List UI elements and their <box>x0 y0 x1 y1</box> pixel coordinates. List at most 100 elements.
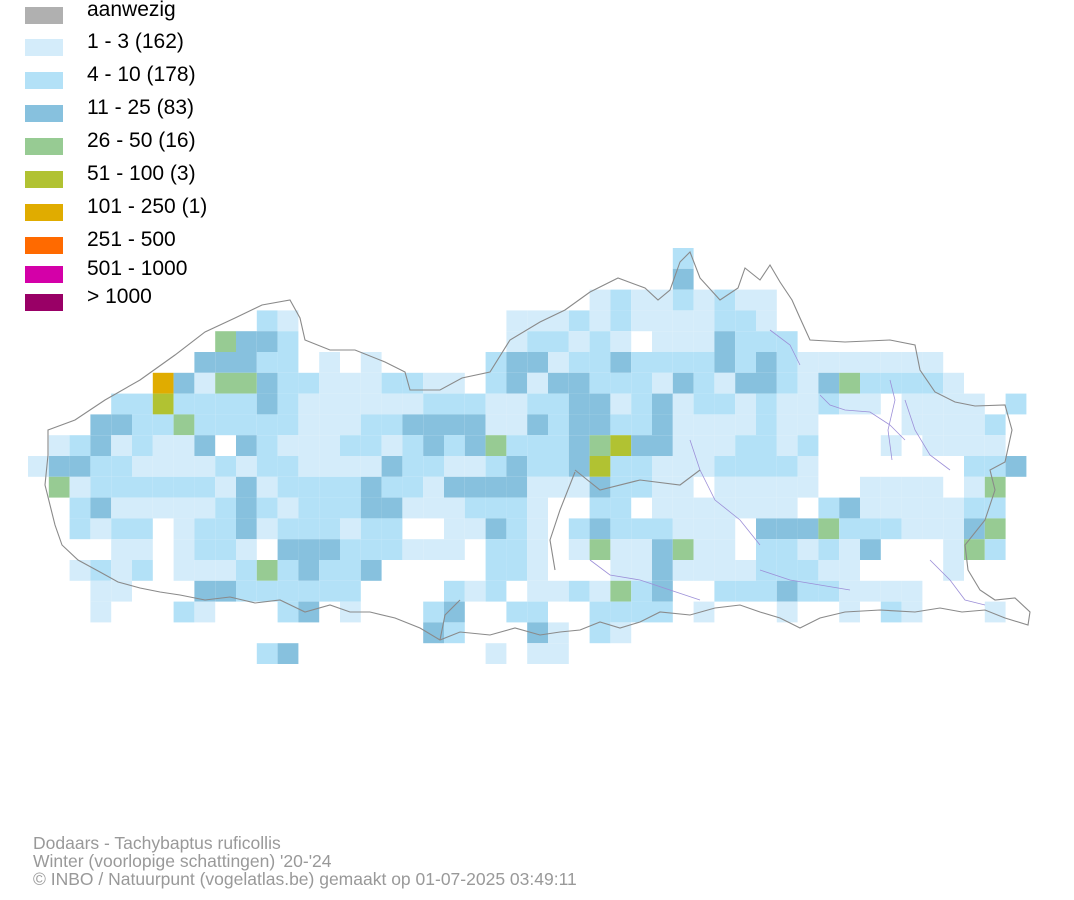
grid-cell <box>652 435 673 456</box>
grid-cell <box>69 518 91 540</box>
grid-cell <box>735 456 756 477</box>
grid-cell <box>173 601 195 623</box>
grid-cell <box>776 331 798 352</box>
grid-cell <box>256 393 278 415</box>
flanders-border <box>44 251 1031 641</box>
grid-cell <box>735 435 756 456</box>
grid-cell <box>527 414 548 436</box>
grid-cell <box>111 580 132 602</box>
legend-label: 101 - 250 (1) <box>87 195 208 218</box>
grid-cell <box>485 393 507 415</box>
grid-cell <box>215 580 236 602</box>
grid-cell <box>236 518 257 540</box>
grid-cell <box>194 539 216 560</box>
grid-cell <box>610 497 632 519</box>
grid-cell <box>277 435 299 456</box>
grid-cell <box>797 518 819 540</box>
grid-cell <box>610 435 632 456</box>
grid-cell <box>444 393 465 415</box>
grid-cell <box>152 497 174 519</box>
grid-cell <box>360 456 382 477</box>
grid-cell <box>943 518 964 540</box>
grid-cell <box>964 476 985 498</box>
grid-cell <box>48 476 70 498</box>
grid-cell <box>693 456 715 477</box>
grid-cell <box>173 372 195 394</box>
grid-cell <box>652 476 673 498</box>
grid-cell <box>194 518 216 540</box>
grid-cell <box>818 580 840 602</box>
grid-cell <box>527 601 548 623</box>
grid-cell <box>236 560 257 581</box>
grid-cell <box>319 497 340 519</box>
grid-cell <box>423 372 444 394</box>
grid-cell <box>631 393 652 415</box>
grid-cell <box>589 372 611 394</box>
grid-cell <box>589 289 611 311</box>
grid-cell <box>90 456 112 477</box>
legend-label: 1 - 3 (162) <box>87 30 184 53</box>
grid-cell <box>860 497 881 519</box>
legend-swatch <box>25 138 63 155</box>
grid-cell <box>693 497 715 519</box>
grid-cell <box>340 476 361 498</box>
legend-item: > 1000 <box>25 286 265 312</box>
grid-cell <box>298 393 320 415</box>
grid-cell <box>173 414 195 436</box>
grid-cell <box>173 518 195 540</box>
grid-cell <box>298 601 320 623</box>
grid-cell <box>714 372 736 394</box>
grid-cell <box>256 560 278 581</box>
grid-cell <box>90 580 112 602</box>
grid-cell <box>672 268 694 290</box>
grid-cell <box>173 497 195 519</box>
grid-cell <box>298 372 320 394</box>
grid-cell <box>568 414 590 436</box>
grid-cell <box>298 456 320 477</box>
grid-cell <box>672 352 694 373</box>
grid-cell <box>360 393 382 415</box>
grid-cell <box>610 518 632 540</box>
grid-cell <box>672 518 694 540</box>
grid-cell <box>444 372 465 394</box>
grid-cell <box>360 372 382 394</box>
grid-cell <box>589 456 611 477</box>
grid-cell <box>589 601 611 623</box>
grid-cell <box>90 601 112 623</box>
grid-cell <box>756 456 777 477</box>
legend-swatch <box>25 105 63 122</box>
grid-cell <box>423 435 444 456</box>
grid-cell <box>298 518 320 540</box>
grid-cell <box>797 352 819 373</box>
grid-cell <box>319 580 340 602</box>
grid-cell <box>360 560 382 581</box>
grid-cell <box>589 476 611 498</box>
grid-cell <box>90 518 112 540</box>
grid-cell <box>256 518 278 540</box>
grid-cell <box>568 372 590 394</box>
period-label: Winter (voorlopige schattingen) '20-'24 <box>33 851 332 871</box>
grid-cell <box>277 310 299 332</box>
grid-cell <box>423 476 444 498</box>
legend-swatch <box>25 72 63 89</box>
grid-cell <box>693 393 715 415</box>
grid-cell <box>776 393 798 415</box>
grid-cell <box>527 622 548 644</box>
grid-cell <box>402 372 424 394</box>
grid-cell <box>111 476 132 498</box>
grid-cell <box>444 518 465 540</box>
grid-cell <box>568 310 590 332</box>
grid-cell <box>589 580 611 602</box>
grid-cell <box>111 497 132 519</box>
grid-cell <box>714 456 736 477</box>
grid-cell <box>340 539 361 560</box>
grid-cell <box>756 580 777 602</box>
grid-cell <box>818 497 840 519</box>
grid-cell <box>984 414 1006 436</box>
grid-cell <box>652 560 673 581</box>
grid-cell <box>756 539 777 560</box>
grid-cell <box>693 310 715 332</box>
grid-cell <box>756 518 777 540</box>
grid-cell <box>194 476 216 498</box>
grid-cell <box>839 393 860 415</box>
